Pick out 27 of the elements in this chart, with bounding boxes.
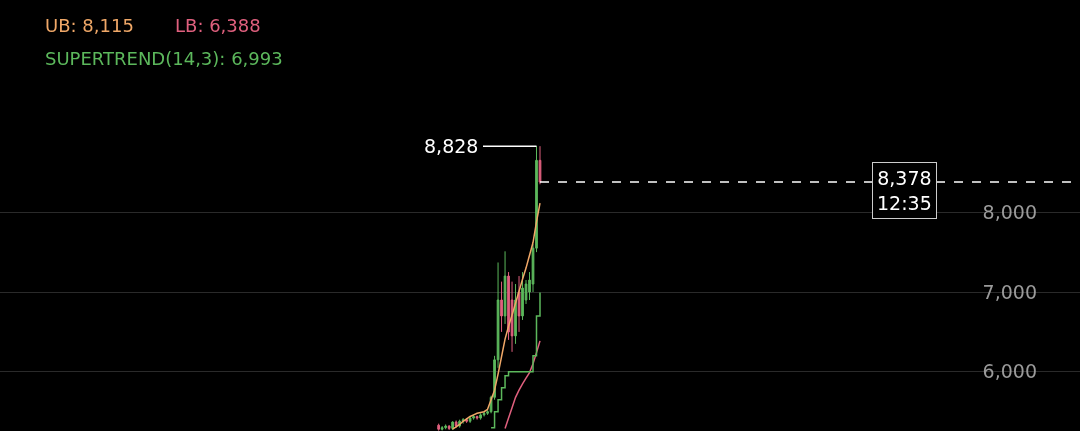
candlestick [475, 415, 479, 421]
candlestick [451, 420, 454, 431]
candlestick [500, 281, 503, 333]
candlestick [444, 423, 447, 430]
candlestick [437, 423, 440, 431]
candlestick [468, 415, 472, 424]
candlestick [538, 145, 542, 185]
text: SUPERTREND(14,3): 6,993 [45, 48, 283, 69]
y-tick-label: 6,000 [982, 360, 1037, 383]
line-series [504, 340, 541, 430]
y-tick-label: 8,000 [982, 200, 1037, 223]
text: LB: 6,388 [175, 15, 261, 36]
ref-line-label: 8,378 12:35 [877, 167, 932, 214]
candlestick [514, 283, 517, 345]
candlestick [472, 414, 475, 421]
annotation: 8,828 [424, 135, 479, 157]
candlestick [479, 412, 482, 421]
candlestick [517, 275, 521, 333]
candlestick [454, 419, 458, 429]
line-series [451, 202, 541, 430]
y-tick-label: 7,000 [982, 280, 1037, 303]
text: UB: 8,115 [45, 15, 134, 36]
candlestick [503, 250, 507, 325]
candlestick [482, 411, 486, 417]
candlestick [447, 425, 451, 431]
candlestick [521, 271, 524, 321]
candlestick [440, 425, 444, 431]
